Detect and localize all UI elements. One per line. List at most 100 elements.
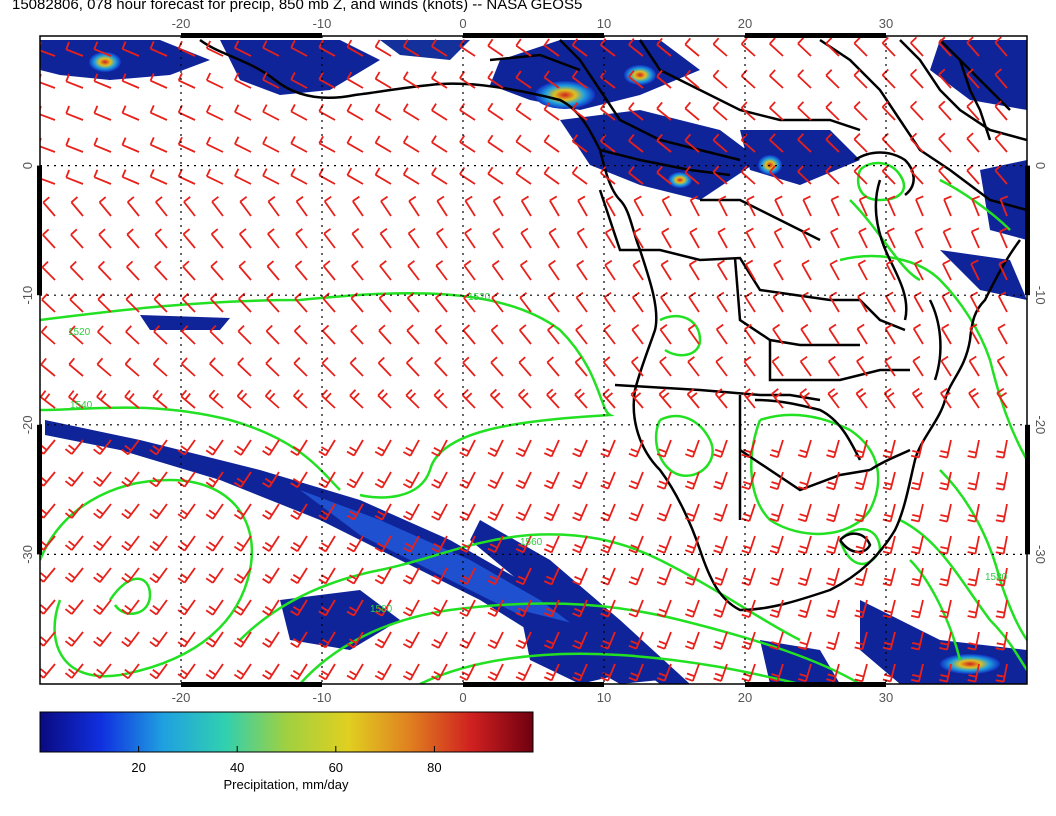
wind-barb xyxy=(939,631,952,651)
wind-barb xyxy=(97,293,112,313)
wind-barb xyxy=(995,631,1008,651)
wind-barb xyxy=(882,471,896,491)
wind-barb xyxy=(684,133,700,153)
wind-barb xyxy=(966,100,980,121)
wind-barb xyxy=(995,567,1008,587)
wind-barb xyxy=(858,227,868,249)
wind-barb xyxy=(802,195,812,217)
wind-barb xyxy=(882,631,896,651)
wind-barb xyxy=(233,535,252,552)
wind-barb xyxy=(940,355,952,377)
wind-barb xyxy=(377,356,392,377)
wind-barb xyxy=(572,439,588,458)
wind-barb xyxy=(715,356,728,377)
wind-barb xyxy=(939,567,952,587)
wind-barb xyxy=(912,355,924,377)
wind-barb xyxy=(712,133,728,153)
wind-barb xyxy=(628,471,644,490)
wind-barb xyxy=(97,325,112,345)
wind-barb xyxy=(941,323,952,345)
wind-barb xyxy=(402,663,420,681)
wind-barb xyxy=(740,37,756,57)
lat-tick-label-left: -30 xyxy=(20,545,35,564)
wind-barb xyxy=(632,259,644,281)
wind-barb xyxy=(967,567,980,587)
wind-barb xyxy=(374,471,392,489)
wind-barb xyxy=(572,631,588,650)
wind-barb xyxy=(346,535,364,553)
wind-barb xyxy=(769,503,784,523)
wind-barb xyxy=(318,567,336,585)
wind-barb xyxy=(656,503,672,522)
wind-barb xyxy=(515,631,532,650)
wind-barb xyxy=(571,134,588,153)
wind-barb xyxy=(576,259,588,281)
wind-barb xyxy=(741,535,756,554)
lon-tick-label-top: 20 xyxy=(738,16,752,31)
wind-barb xyxy=(515,38,532,57)
wind-barb xyxy=(910,663,924,683)
lat-lon-grid xyxy=(40,36,1027,684)
wind-barb xyxy=(854,535,868,555)
wind-barb xyxy=(547,324,560,345)
wind-barb xyxy=(346,135,364,153)
wind-barb xyxy=(262,136,280,153)
wind-barb xyxy=(519,259,532,281)
wind-barb xyxy=(771,356,784,377)
wind-barb xyxy=(910,599,924,619)
wind-barb xyxy=(349,389,364,409)
wind-barb xyxy=(689,195,700,217)
wind-barb xyxy=(262,503,280,520)
wind-barb xyxy=(65,105,84,121)
precipitation-layer xyxy=(40,40,1027,684)
wind-barb xyxy=(740,133,756,153)
wind-barb xyxy=(882,535,896,555)
wind-barb xyxy=(41,260,56,281)
wind-barb xyxy=(656,471,672,490)
wind-barb xyxy=(374,631,392,649)
wind-barb xyxy=(547,292,560,313)
wind-barb xyxy=(633,195,644,217)
wind-barb xyxy=(659,324,672,345)
wind-barb xyxy=(910,164,924,185)
wind-barb xyxy=(406,292,420,313)
wind-barb xyxy=(181,292,196,313)
lat-tick-label-left: -10 xyxy=(20,286,35,305)
wind-barb xyxy=(205,503,224,520)
wind-barb xyxy=(124,389,140,409)
wind-barb xyxy=(628,70,644,89)
wind-barb xyxy=(685,471,700,490)
wind-barb xyxy=(939,439,952,459)
wind-barb xyxy=(205,72,224,89)
wind-barb xyxy=(685,567,700,586)
wind-barb xyxy=(349,356,364,377)
wind-barb xyxy=(262,599,280,616)
wind-barb xyxy=(374,103,392,121)
wind-barb xyxy=(205,631,224,648)
wind-barb xyxy=(402,71,420,89)
wind-barb xyxy=(881,68,896,89)
wind-barb xyxy=(262,471,280,488)
wind-barb xyxy=(882,503,896,523)
wind-barb xyxy=(628,38,644,57)
frame-bar-left xyxy=(37,165,42,296)
wind-barb xyxy=(211,196,224,217)
wind-barb xyxy=(149,567,168,584)
wind-barb xyxy=(995,439,1008,459)
wind-barb xyxy=(290,631,308,649)
lat-tick-label-right: -30 xyxy=(1033,545,1048,564)
wind-barb xyxy=(858,195,868,217)
lon-tick-label-bottom: 0 xyxy=(459,690,466,705)
wind-barb xyxy=(774,195,784,217)
wind-barb xyxy=(205,168,224,185)
wind-barb xyxy=(492,195,504,217)
wind-barb xyxy=(518,388,532,409)
wind-barb xyxy=(402,439,420,457)
wind-barb xyxy=(970,227,980,249)
wind-barb xyxy=(68,390,84,409)
wind-barb xyxy=(374,71,392,89)
wind-barb xyxy=(605,195,616,217)
wind-barb xyxy=(572,567,588,586)
wind-barb xyxy=(93,439,112,455)
wind-barb xyxy=(910,503,924,523)
